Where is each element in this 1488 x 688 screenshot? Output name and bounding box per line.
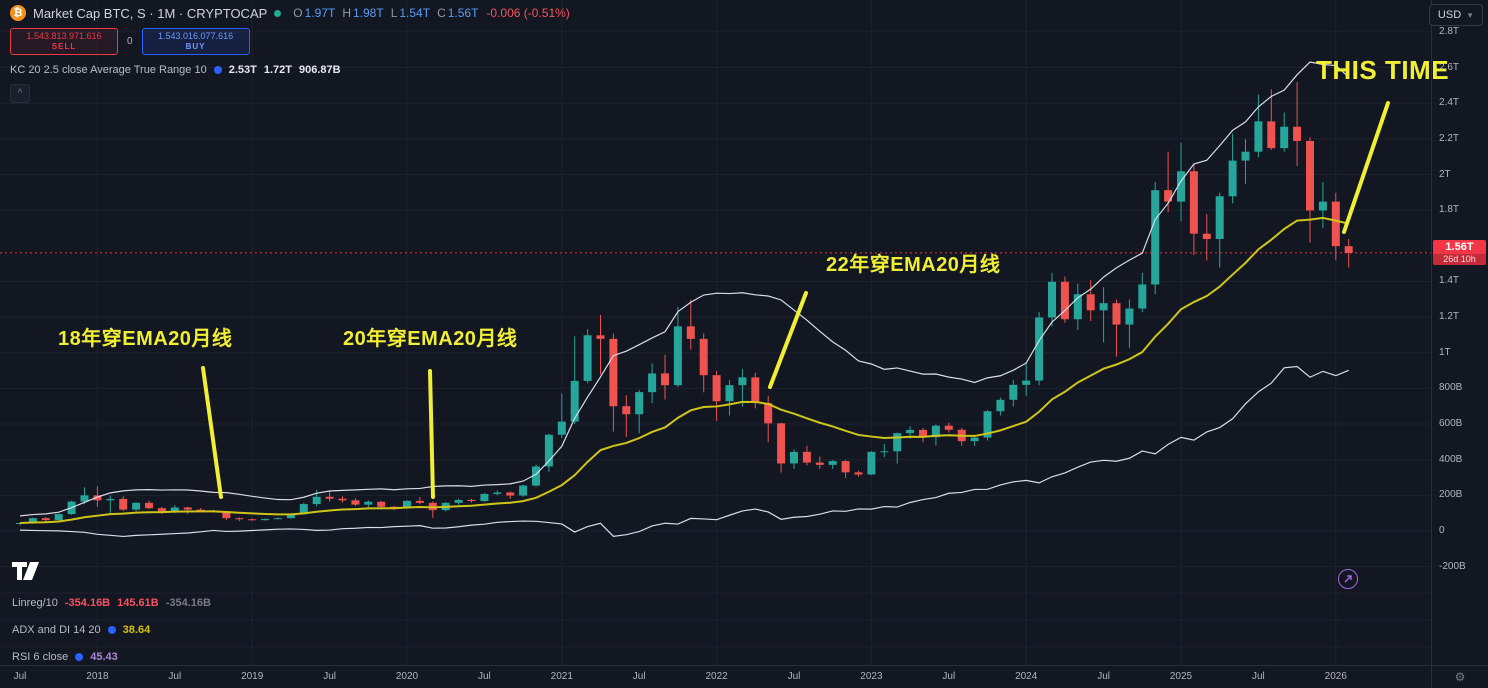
price-tick-label: 2.4T [1439,97,1460,109]
linreg-value-2: 145.61B [117,597,159,609]
arrow-up-right-icon [1344,575,1352,583]
open-value: 1.97T [304,6,336,20]
symbol-title[interactable]: Market Cap BTC, S · 1M · CRYPTOCAP [33,5,268,21]
price-tick-label: 1.8T [1439,204,1460,216]
annotation-line[interactable] [201,366,223,499]
price-tick-label: 1T [1439,346,1451,358]
gear-icon: ⚙ [1454,670,1466,684]
buy-button[interactable]: 1.543.016.077.616 BUY [141,28,250,55]
kc-lower-value: 906.87B [299,64,341,76]
time-axis-label: Jul [787,671,801,682]
floating-action-button[interactable] [1338,569,1358,589]
close-value: 1.56T [447,6,479,20]
price-tick-label: 2.2T [1439,132,1460,144]
candles-layer [16,82,1353,526]
time-axis-label: 2018 [86,671,109,682]
high-value: 1.98T [353,6,384,20]
price-tick-label: 200B [1439,489,1463,501]
current-price-label: 1.56T 26d 10h [1433,239,1486,265]
adx-indicator-row: ADX and DI 14 20 38.64 [12,624,150,636]
linreg-indicator-row: Linreg/10 -354.16B 145.61B -354.16B [12,597,211,609]
kc-indicator-label[interactable]: KC 20 2.5 close Average True Range 10 [10,64,207,76]
time-axis-label: 2026 [1324,671,1347,682]
legend: ₿ Market Cap BTC, S · 1M · CRYPTOCAP O 1… [10,5,570,103]
time-axis-label: 2023 [860,671,883,682]
time-axis-label: 2022 [705,671,728,682]
info-dot-icon [75,653,84,661]
order-panel: 1.543.813.971.616 SELL 0 1.543.016.077.6… [10,28,570,55]
time-axis-label: 2021 [550,671,573,682]
linreg-value-1: -354.16B [64,597,111,609]
low-label: L [390,6,398,20]
price-tick-label: 600B [1439,418,1463,430]
buy-label: BUY [185,42,206,52]
time-axis-label: 2020 [395,671,419,682]
tradingview-logo[interactable] [12,561,48,581]
sell-price: 1.543.813.971.616 [26,31,102,42]
kc-upper-line [19,61,1350,517]
price-tick-label: 2T [1439,168,1451,180]
rsi-indicator-row: RSI 6 close 45.43 [12,651,118,663]
sell-label: SELL [51,42,77,52]
kc-middle-value: 1.72T [263,64,292,76]
price-tick-label: -200B [1439,560,1466,572]
price-tick-label: 1.2T [1439,311,1460,323]
open-label: O [293,6,303,20]
price-tick-label: 0 [1439,525,1445,536]
time-axis-label: Jul [1251,671,1265,682]
time-axis-label: Jul [942,671,956,682]
annotation-line[interactable] [1342,101,1390,234]
rsi-value: 45.43 [90,651,118,663]
rsi-label[interactable]: RSI 6 close [12,651,69,663]
price-tick-label: 1.4T [1439,275,1460,287]
linreg-label[interactable]: Linreg/10 [12,597,58,609]
axis-settings-corner[interactable]: ⚙ [1431,665,1488,688]
market-status-dot [274,9,282,17]
price-tick-label: 800B [1439,382,1463,394]
spread-value: 0 [127,36,133,47]
time-axis[interactable]: Jul 2018 Jul 2019 Jul 2020 Jul 2021 Jul 2022 Jul 20… [0,665,1432,688]
time-axis-label: 2024 [1015,671,1038,682]
chevron-up-icon: ^ [17,88,23,99]
low-value: 1.54T [399,6,431,20]
adx-label[interactable]: ADX and DI 14 20 [12,624,101,636]
currency-label: USD [1437,9,1462,21]
symbol-row: ₿ Market Cap BTC, S · 1M · CRYPTOCAP O 1… [10,5,570,21]
annotation-line[interactable] [428,369,435,499]
time-axis-label: Jul [168,671,182,682]
currency-selector[interactable]: USD ▼ [1429,4,1483,26]
time-axis-label: 2019 [241,671,264,682]
grid-layer [0,0,1432,666]
time-axis-label: Jul [13,671,27,682]
change-value: -0.006 (-0.51%) [486,6,570,20]
ohlc-readout: O 1.97T H 1.98T L 1.54T C 1.56T -0.006 (… [288,6,570,20]
kc-indicator-row: KC 20 2.5 close Average True Range 10 2.… [10,64,570,76]
time-axis-label: Jul [632,671,646,682]
price-tick-label: 400B [1439,453,1463,465]
collapse-pane-button[interactable]: ^ [10,84,30,103]
time-axis-label: Jul [1097,671,1110,682]
chart-canvas[interactable] [0,0,1432,666]
buy-price: 1.543.016.077.616 [158,31,234,42]
price-tick-label: 2.6T [1439,61,1460,73]
time-axis-label: 2025 [1169,671,1193,682]
info-dot-icon [107,626,116,634]
price-axis[interactable]: 2.8T 2.6T 2.4T 2.2T 2T 1.8T 1.4T 1.2T 1T 800B 600B… [1431,0,1488,666]
kc-lower-line [19,365,1349,538]
time-axis-label: Jul [323,671,336,682]
symbol-logo-icon: ₿ [10,5,26,21]
kc-upper-value: 2.53T [228,64,257,76]
linreg-value-3: -354.16B [165,597,211,609]
time-axis-label: Jul [477,671,491,682]
sell-button[interactable]: 1.543.813.971.616 SELL [10,28,118,55]
chevron-down-icon: ▼ [1466,10,1475,20]
high-label: H [342,6,351,20]
close-label: C [437,6,446,20]
ema-line [19,216,1349,524]
annotation-line[interactable] [768,291,808,389]
price-tick-label: 2.8T [1439,25,1460,37]
info-dot-icon [213,66,222,74]
adx-value: 38.64 [122,624,151,636]
